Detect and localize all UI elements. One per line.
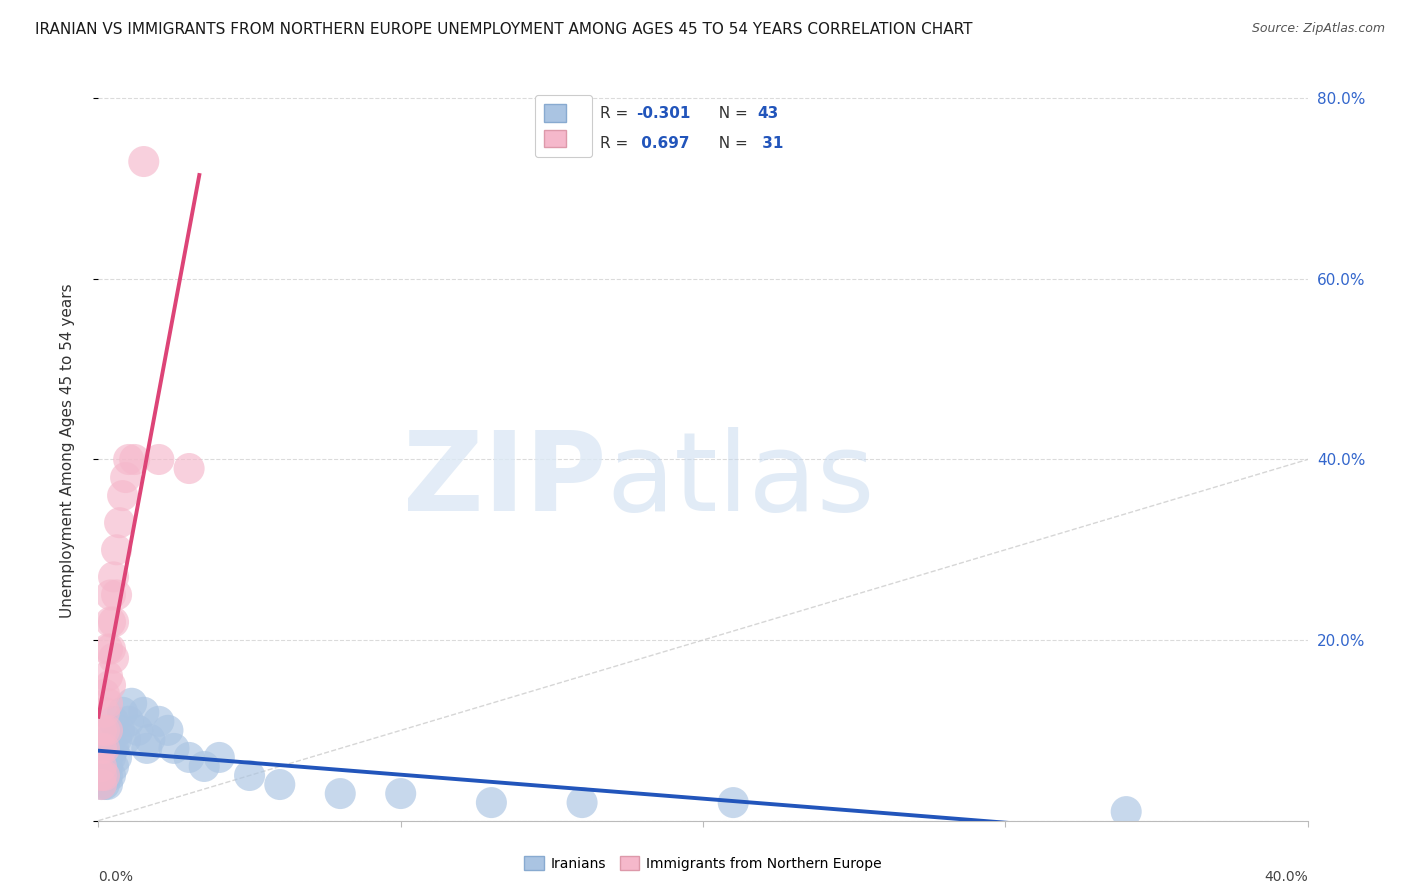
Point <box>100 588 122 602</box>
Point <box>96 642 118 657</box>
Point <box>93 768 115 782</box>
Y-axis label: Unemployment Among Ages 45 to 54 years: Unemployment Among Ages 45 to 54 years <box>60 283 75 618</box>
Point <box>100 750 122 764</box>
Text: -0.301: -0.301 <box>637 106 690 121</box>
Text: atlas: atlas <box>606 426 875 533</box>
Text: 40.0%: 40.0% <box>1264 871 1308 884</box>
Legend:  ,  : , <box>536 95 592 157</box>
Point <box>179 750 201 764</box>
Text: R =: R = <box>600 136 633 151</box>
Point <box>90 768 112 782</box>
Point <box>103 570 125 584</box>
Point <box>723 796 745 810</box>
Text: N =: N = <box>709 136 752 151</box>
Point <box>148 452 170 467</box>
Point <box>96 696 118 710</box>
Point <box>132 154 155 169</box>
Point <box>139 732 162 747</box>
Point <box>208 750 231 764</box>
Point <box>90 741 112 756</box>
Point <box>179 461 201 475</box>
Point <box>111 489 134 503</box>
Point <box>105 588 128 602</box>
Text: 43: 43 <box>758 106 779 121</box>
Point <box>108 516 131 530</box>
Point <box>100 768 122 782</box>
Point <box>148 714 170 729</box>
Point <box>132 706 155 720</box>
Point <box>96 669 118 683</box>
Text: ZIP: ZIP <box>404 426 606 533</box>
Point <box>103 759 125 773</box>
Point <box>96 750 118 764</box>
Point <box>389 787 412 801</box>
Point <box>90 759 112 773</box>
Point <box>118 714 141 729</box>
Point <box>100 615 122 629</box>
Point <box>90 778 112 792</box>
Point <box>103 741 125 756</box>
Point <box>127 723 149 738</box>
Point <box>90 750 112 764</box>
Point <box>93 723 115 738</box>
Point <box>96 778 118 792</box>
Point <box>105 732 128 747</box>
Point <box>105 542 128 557</box>
Point <box>118 452 141 467</box>
Point <box>90 778 112 792</box>
Point <box>114 470 136 484</box>
Text: 31: 31 <box>758 136 783 151</box>
Text: 0.0%: 0.0% <box>98 871 134 884</box>
Point <box>105 750 128 764</box>
Point <box>124 452 146 467</box>
Point <box>156 723 179 738</box>
Text: 0.697: 0.697 <box>637 136 690 151</box>
Point <box>90 723 112 738</box>
Point <box>96 759 118 773</box>
Legend: Iranians, Immigrants from Northern Europe: Iranians, Immigrants from Northern Europ… <box>519 850 887 876</box>
Point <box>96 768 118 782</box>
Point <box>329 787 352 801</box>
Point <box>193 759 215 773</box>
Point <box>90 768 112 782</box>
Point <box>239 768 262 782</box>
Point <box>103 714 125 729</box>
Point <box>100 678 122 692</box>
Point <box>108 723 131 738</box>
Point <box>163 741 186 756</box>
Point <box>111 706 134 720</box>
Point <box>93 687 115 701</box>
Point <box>93 768 115 782</box>
Point <box>90 759 112 773</box>
Point <box>103 651 125 665</box>
Point <box>571 796 593 810</box>
Point <box>100 642 122 657</box>
Text: Source: ZipAtlas.com: Source: ZipAtlas.com <box>1251 22 1385 36</box>
Point <box>269 778 291 792</box>
Point <box>121 696 143 710</box>
Point <box>93 741 115 756</box>
Point <box>93 741 115 756</box>
Point <box>114 732 136 747</box>
Text: N =: N = <box>709 106 752 121</box>
Point <box>93 778 115 792</box>
Point <box>103 615 125 629</box>
Point <box>93 759 115 773</box>
Point <box>93 706 115 720</box>
Text: R =: R = <box>600 106 633 121</box>
Point <box>96 723 118 738</box>
Point <box>100 732 122 747</box>
Point <box>1115 805 1137 819</box>
Point <box>481 796 503 810</box>
Text: IRANIAN VS IMMIGRANTS FROM NORTHERN EUROPE UNEMPLOYMENT AMONG AGES 45 TO 54 YEAR: IRANIAN VS IMMIGRANTS FROM NORTHERN EURO… <box>35 22 973 37</box>
Point <box>135 741 157 756</box>
